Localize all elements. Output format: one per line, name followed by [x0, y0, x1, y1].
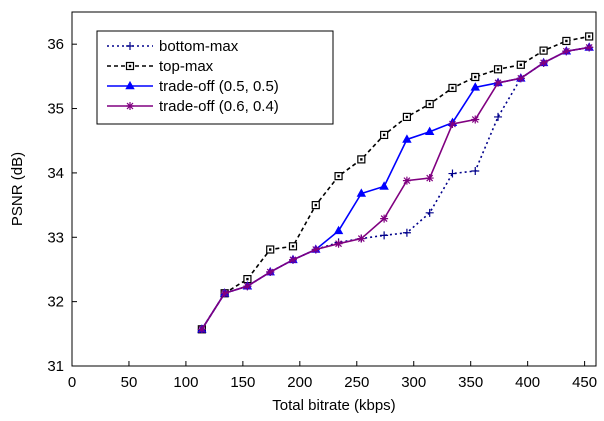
- y-tick-label: 35: [47, 101, 64, 118]
- y-tick-label: 32: [47, 294, 64, 311]
- y-tick-label: 34: [47, 165, 64, 182]
- x-tick-label: 100: [173, 374, 198, 391]
- data-point-marker: [585, 43, 594, 52]
- data-point-marker: [402, 228, 411, 237]
- data-point-marker: [471, 115, 480, 124]
- data-point-marker: [379, 181, 389, 190]
- data-point-marker: [448, 119, 457, 128]
- data-point-marker: [471, 166, 480, 175]
- x-axis-title: Total bitrate (kbps): [272, 397, 395, 414]
- data-point-marker: [243, 282, 252, 291]
- x-tick-label: 150: [230, 374, 255, 391]
- legend-label: trade-off (0.6, 0.4): [159, 98, 279, 115]
- data-point-marker: [356, 188, 367, 197]
- y-tick-label: 33: [47, 229, 64, 246]
- series-trade-off-0-6-0-4-: [197, 43, 594, 334]
- data-point-marker: [197, 325, 206, 334]
- data-point-marker: [539, 58, 548, 67]
- data-point-marker: [402, 134, 412, 143]
- data-point-marker: [425, 208, 434, 217]
- data-point-marker: [357, 234, 366, 243]
- x-tick-label: 50: [121, 374, 138, 391]
- data-point-marker: [266, 268, 275, 277]
- data-point-marker: [126, 42, 134, 50]
- plot-frame: [71, 11, 597, 367]
- x-axis-ticks: 0 50 100 150 200 250 300 350 400 450: [68, 361, 597, 391]
- data-point-marker: [311, 245, 320, 254]
- data-point-marker: [125, 80, 135, 90]
- legend-box: [96, 30, 334, 125]
- x-tick-label: 250: [344, 374, 369, 391]
- series-line: [201, 46, 590, 330]
- x-tick-label: 200: [287, 374, 312, 391]
- plot-area: [71, 11, 597, 367]
- data-point-marker: [448, 169, 457, 178]
- x-tick-label: 450: [572, 374, 597, 391]
- x-tick-label: 400: [515, 374, 540, 391]
- y-axis-ticks: 31 32 33 34 35 36: [47, 36, 77, 375]
- legend-label: trade-off (0.5, 0.5): [159, 78, 279, 95]
- data-point-marker: [288, 255, 297, 264]
- x-tick-label: 350: [458, 374, 483, 391]
- data-point-marker: [333, 225, 344, 235]
- y-tick-label: 36: [47, 36, 64, 53]
- legend-label: top-max: [159, 58, 214, 75]
- data-point-marker: [334, 239, 343, 248]
- x-tick-label: 300: [401, 374, 426, 391]
- data-point-marker: [402, 176, 411, 185]
- y-axis-title: PSNR (dB): [9, 152, 26, 226]
- series-line: [201, 46, 590, 330]
- legend-label: bottom-max: [159, 38, 239, 55]
- legend: bottom-max top-max trade-off (0.5, 0.5) tra…: [96, 30, 334, 125]
- data-point-marker: [494, 78, 503, 87]
- y-tick-label: 31: [47, 358, 64, 375]
- series-layer: [197, 32, 594, 334]
- data-point-marker: [516, 74, 525, 83]
- data-point-marker: [424, 126, 435, 136]
- data-point-marker: [562, 47, 571, 56]
- data-point-marker: [380, 214, 389, 223]
- data-point-marker: [380, 231, 389, 240]
- data-point-marker: [494, 112, 503, 121]
- data-point-marker: [425, 174, 434, 183]
- x-tick-label: 0: [68, 374, 76, 391]
- data-point-marker: [220, 289, 229, 298]
- data-point-marker: [470, 82, 480, 91]
- data-point-marker: [126, 102, 134, 110]
